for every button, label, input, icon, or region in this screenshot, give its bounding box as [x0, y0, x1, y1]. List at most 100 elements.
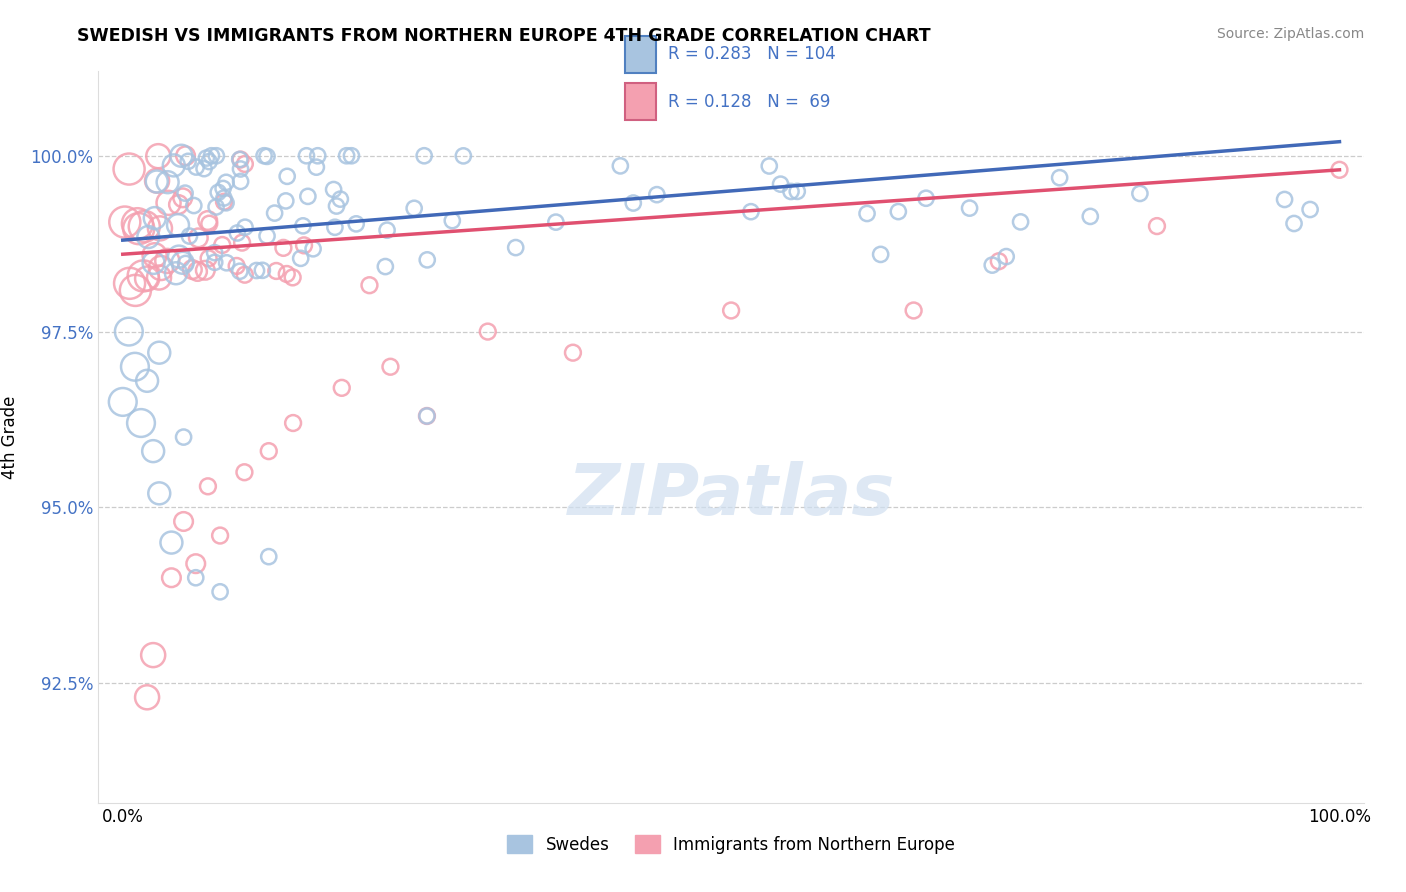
Point	[322, 182, 344, 196]
Point	[276, 169, 298, 184]
Point	[205, 200, 228, 214]
Point	[146, 174, 169, 188]
Point	[174, 256, 197, 270]
Point	[157, 195, 180, 210]
Point	[211, 238, 233, 252]
Point	[186, 264, 208, 278]
Point	[229, 174, 252, 188]
Point	[856, 206, 879, 220]
Point	[302, 242, 325, 256]
Point	[1282, 217, 1305, 231]
Point	[167, 218, 190, 232]
Point	[207, 186, 229, 200]
Point	[981, 258, 1004, 272]
Point	[325, 199, 347, 213]
Point	[257, 549, 280, 564]
Point	[561, 345, 585, 359]
Point	[416, 409, 439, 423]
Point	[869, 247, 891, 261]
Point	[336, 149, 359, 163]
Point	[297, 189, 319, 203]
Point	[160, 535, 183, 549]
Point	[136, 374, 159, 388]
Text: R = 0.283   N = 104: R = 0.283 N = 104	[668, 45, 837, 63]
Text: SWEDISH VS IMMIGRANTS FROM NORTHERN EUROPE 4TH GRADE CORRELATION CHART: SWEDISH VS IMMIGRANTS FROM NORTHERN EURO…	[77, 27, 931, 45]
Point	[256, 149, 278, 163]
Point	[174, 149, 197, 163]
Point	[252, 263, 274, 277]
Point	[134, 219, 156, 234]
Point	[416, 409, 439, 423]
Point	[416, 252, 439, 267]
Point	[477, 325, 499, 339]
Point	[177, 154, 200, 169]
Point	[340, 149, 363, 163]
Point	[212, 181, 235, 195]
Point	[174, 186, 197, 201]
Legend: Swedes, Immigrants from Northern Europe: Swedes, Immigrants from Northern Europe	[501, 829, 962, 860]
Point	[197, 213, 219, 227]
Text: Source: ZipAtlas.com: Source: ZipAtlas.com	[1216, 27, 1364, 41]
Point	[441, 213, 464, 227]
Point	[136, 230, 159, 244]
Point	[148, 149, 170, 163]
Point	[229, 153, 252, 167]
Point	[307, 149, 329, 163]
Point	[215, 195, 238, 210]
Point	[264, 264, 287, 278]
Point	[132, 268, 155, 283]
Point	[903, 303, 925, 318]
Point	[1329, 162, 1351, 177]
Point	[181, 262, 204, 277]
Point	[233, 268, 256, 282]
Point	[229, 161, 252, 176]
Point	[786, 185, 808, 199]
Point	[148, 486, 170, 500]
Point	[148, 270, 170, 285]
Point	[263, 206, 285, 220]
Point	[413, 149, 436, 163]
Text: ZIPatlas: ZIPatlas	[568, 461, 894, 530]
Point	[295, 149, 318, 163]
Point	[142, 444, 165, 458]
Point	[305, 160, 328, 174]
Point	[173, 515, 195, 529]
Point	[1010, 215, 1032, 229]
Point	[959, 201, 981, 215]
Point	[197, 252, 219, 266]
Point	[118, 162, 141, 177]
Point	[184, 571, 207, 585]
Point	[245, 263, 267, 277]
Point	[273, 241, 295, 255]
Point	[204, 245, 226, 260]
Point	[187, 231, 209, 245]
Text: R = 0.128   N =  69: R = 0.128 N = 69	[668, 93, 831, 111]
Point	[124, 359, 146, 374]
Point	[198, 217, 221, 231]
Bar	[624, 83, 655, 120]
Point	[215, 175, 238, 189]
Point	[114, 215, 136, 229]
Point	[323, 220, 346, 235]
Point	[225, 259, 247, 273]
Point	[375, 223, 398, 237]
Point	[183, 198, 205, 212]
Point	[226, 226, 249, 240]
Point	[257, 444, 280, 458]
Point	[142, 648, 165, 662]
Point	[233, 220, 256, 235]
Point	[179, 229, 201, 244]
Point	[769, 177, 792, 191]
Point	[148, 345, 170, 359]
Bar	[624, 36, 655, 73]
Point	[229, 264, 252, 278]
Point	[204, 255, 226, 269]
Point	[453, 149, 475, 163]
Point	[1049, 170, 1071, 185]
Point	[149, 221, 172, 235]
Point	[274, 194, 297, 208]
Point	[915, 191, 938, 205]
Point	[544, 215, 567, 229]
Point	[149, 260, 172, 275]
Point	[281, 270, 304, 285]
